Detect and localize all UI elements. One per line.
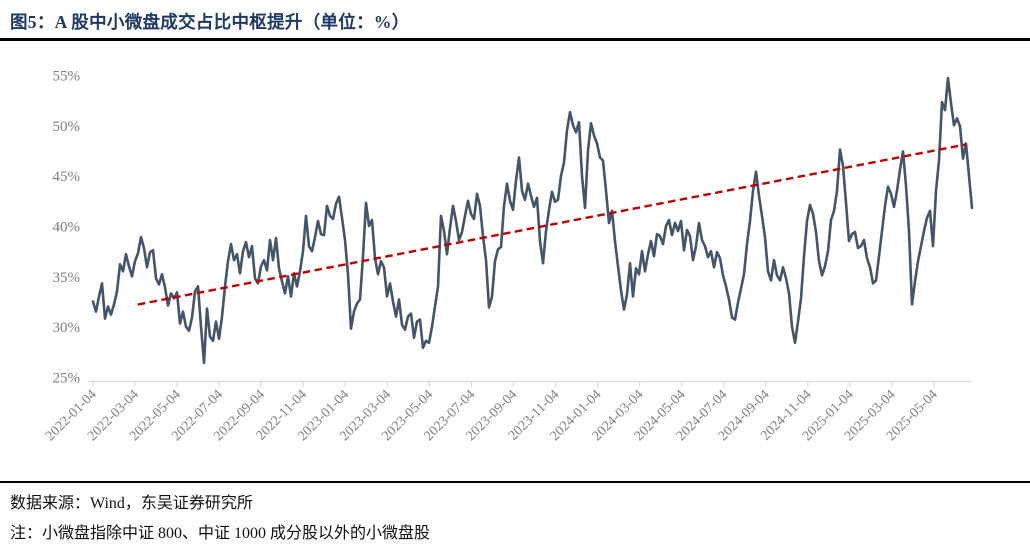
data-source-text: 数据来源：Wind，东吴证券研究所: [10, 495, 253, 512]
y-axis-tick-label: 55%: [53, 69, 81, 85]
y-axis-tick-label: 30%: [53, 320, 81, 336]
y-axis-tick-label: 45%: [53, 169, 81, 185]
series-line: [91, 76, 974, 365]
trendline: [137, 143, 967, 306]
y-axis-tick-label: 35%: [53, 270, 81, 286]
y-axis-tick-label: 40%: [53, 220, 81, 236]
footer-divider-rule: [0, 481, 1030, 483]
footnote-text: 注：小微盘指除中证 800、中证 1000 成分股以外的小微盘股: [10, 525, 431, 542]
y-axis-tick-label: 50%: [53, 119, 81, 135]
title-divider-rule: [0, 38, 1030, 41]
figure-title: 图5：A 股中小微盘成交占比中枢提升（单位：%）: [10, 12, 410, 32]
y-axis-tick-label: 25%: [53, 371, 81, 387]
